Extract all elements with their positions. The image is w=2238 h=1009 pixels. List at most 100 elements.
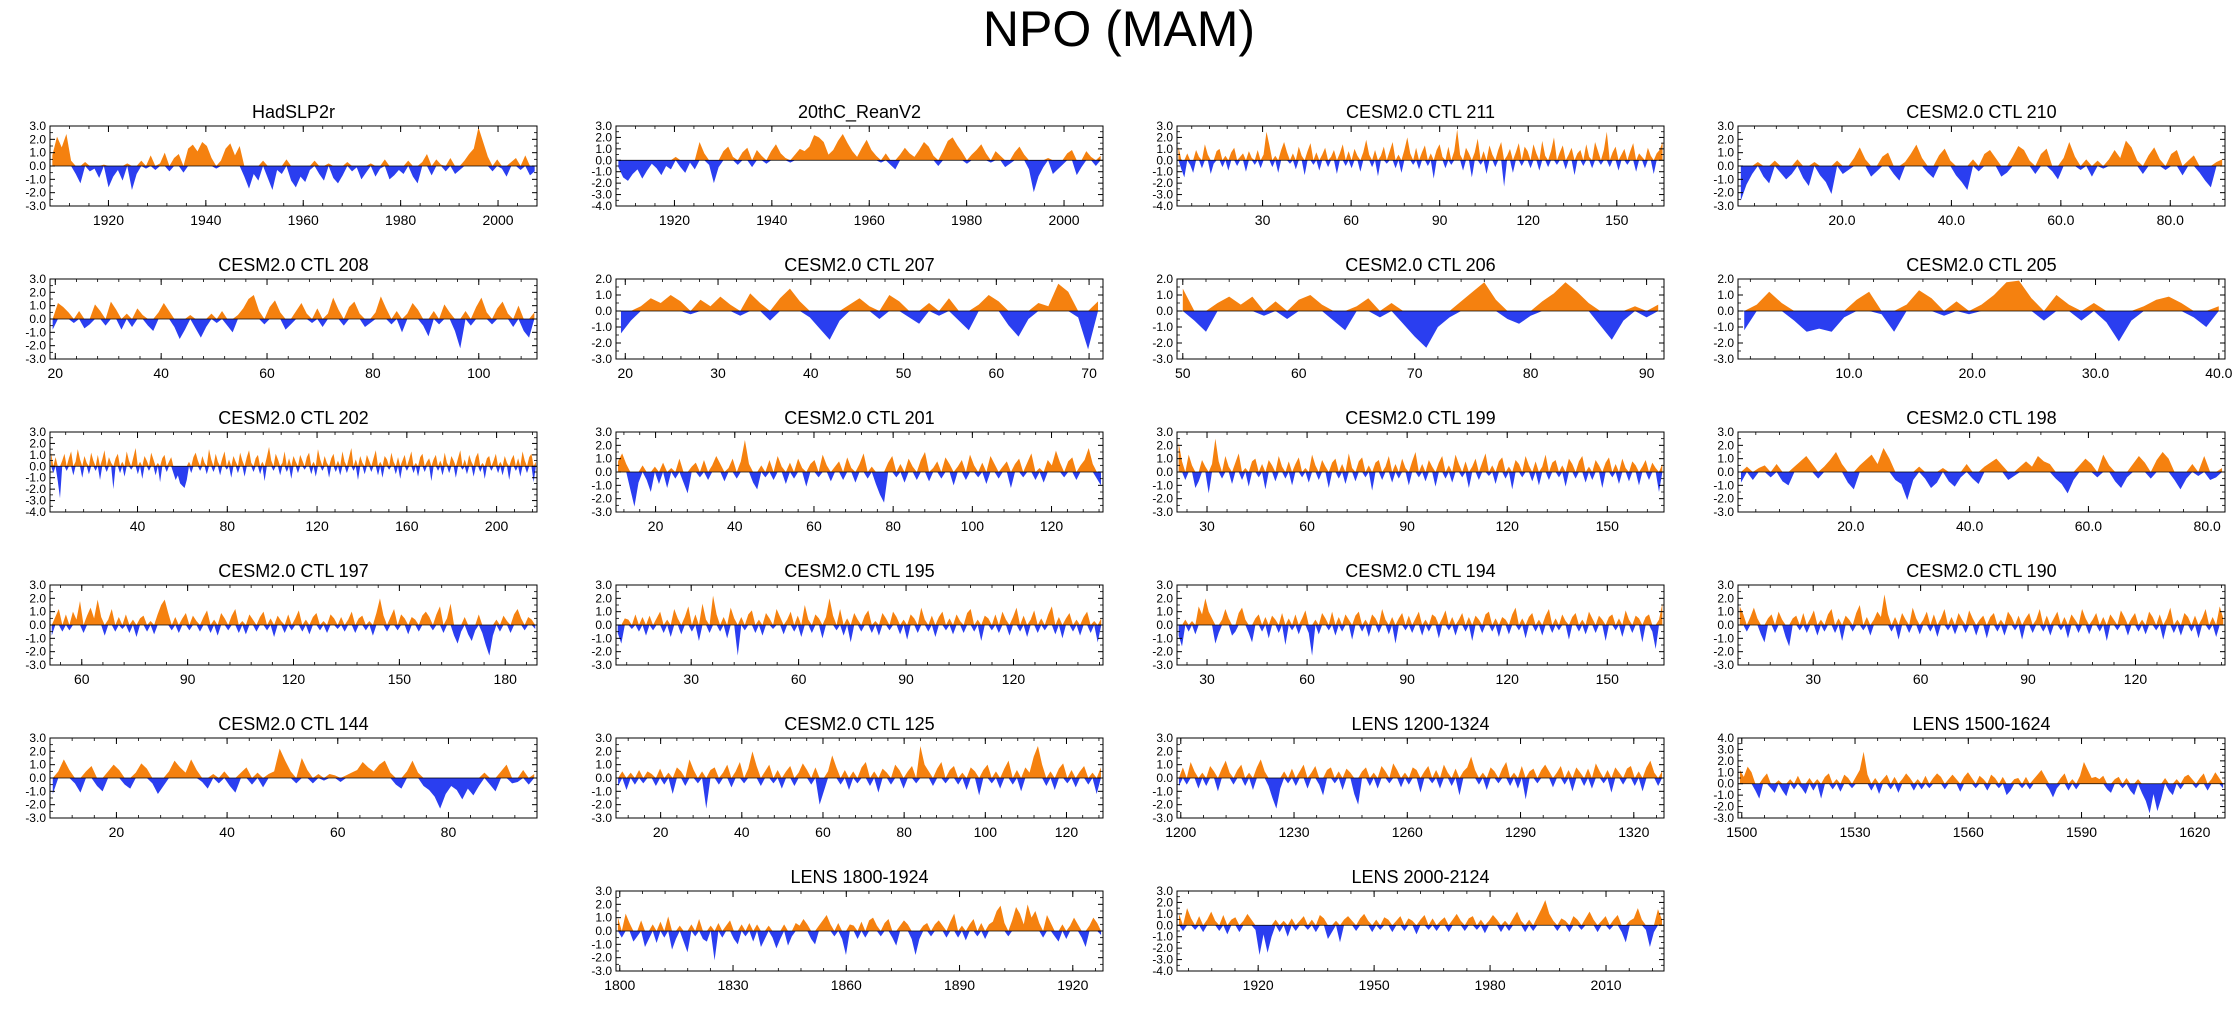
x-tick-label: 30 [1255, 212, 1271, 228]
x-tick-label: 1950 [1359, 977, 1390, 993]
x-tick-label: 120 [1496, 518, 1520, 534]
y-tick-label: -1.0 [591, 165, 612, 179]
y-tick-label: 2.0 [1717, 591, 1734, 605]
y-tick-label: 3.0 [1156, 731, 1173, 745]
y-tick-label: -3.0 [1713, 505, 1734, 519]
y-tick-label: -3.0 [25, 494, 46, 508]
x-tick-label: 120 [1040, 518, 1064, 534]
chart-panel: 20thC_ReanV2 3.02.01.00.0-1.0-2.0-3.0-4.0… [591, 102, 1104, 228]
x-tick-label: 1530 [1839, 824, 1870, 840]
y-tick-label: -3.0 [25, 811, 46, 825]
y-tick-label: 1.0 [1717, 288, 1734, 302]
x-tick-label: 60 [330, 824, 346, 840]
y-tick-label: 2.0 [29, 285, 46, 299]
positive-area [52, 127, 535, 166]
panel-title: LENS 1500-1624 [1912, 714, 2050, 734]
x-tick-label: 1940 [190, 212, 221, 228]
x-tick-label: 30 [683, 671, 699, 687]
panel-title: CESM2.0 CTL 206 [1345, 255, 1495, 275]
negative-area [1178, 160, 1663, 187]
x-tick-label: 100 [961, 518, 985, 534]
x-tick-label: 1920 [659, 212, 690, 228]
y-tick-label: -1.0 [1152, 478, 1173, 492]
x-tick-label: 20 [109, 824, 125, 840]
panel-title: CESM2.0 CTL 195 [784, 561, 934, 581]
x-tick-label: 60 [259, 365, 275, 381]
y-tick-label: -2.0 [591, 645, 612, 659]
positive-area [620, 283, 1099, 311]
y-tick-label: -4.0 [1152, 199, 1173, 213]
chart-panel: CESM2.0 CTL 201 3.02.01.00.0-1.0-2.0-3.0 2… [591, 408, 1104, 534]
positive-area [1182, 282, 1659, 311]
x-tick-label: 60 [74, 671, 90, 687]
y-tick-label: 3.0 [1156, 425, 1173, 439]
y-tick-label: -1.0 [1152, 631, 1173, 645]
y-tick-label: 0.0 [1717, 618, 1734, 632]
positive-area [1179, 900, 1662, 926]
y-tick-label: 2.0 [29, 591, 46, 605]
negative-area [1178, 625, 1663, 656]
y-tick-label: 1.0 [1717, 765, 1734, 779]
y-tick-label: 1.0 [29, 299, 46, 313]
y-tick-label: 1.0 [595, 911, 612, 925]
x-tick-label: 120 [2124, 671, 2148, 687]
y-tick-label: 2.0 [1717, 754, 1734, 768]
y-tick-label: -3.0 [1152, 505, 1173, 519]
x-tick-label: 20 [617, 365, 633, 381]
positive-area [1178, 756, 1663, 778]
x-tick-label: 2010 [1590, 977, 1621, 993]
x-tick-label: 90 [2020, 671, 2036, 687]
x-tick-label: 30 [710, 365, 726, 381]
panel-title: CESM2.0 CTL 202 [218, 408, 368, 428]
x-tick-label: 80 [441, 824, 457, 840]
x-tick-label: 30 [1805, 671, 1821, 687]
panel-title: CESM2.0 CTL 144 [218, 714, 368, 734]
y-tick-label: -1.0 [1152, 165, 1173, 179]
chart-panel: CESM2.0 CTL 210 3.02.01.00.0-1.0-2.0-3.0 2… [1713, 102, 2226, 228]
x-tick-label: 80.0 [2194, 518, 2221, 534]
x-tick-label: 80 [1523, 365, 1539, 381]
x-tick-label: 90 [1399, 671, 1415, 687]
x-tick-label: 40.0 [2205, 365, 2232, 381]
x-tick-label: 40 [130, 518, 146, 534]
y-tick-label: 0.0 [1156, 771, 1173, 785]
y-tick-label: 0.0 [595, 618, 612, 632]
x-tick-label: 60 [989, 365, 1005, 381]
x-tick-label: 20 [653, 824, 669, 840]
x-tick-label: 20.0 [1837, 518, 1864, 534]
x-tick-label: 90 [898, 671, 914, 687]
y-tick-label: 0.0 [1717, 777, 1734, 791]
x-tick-label: 40.0 [1956, 518, 1983, 534]
y-tick-label: 2.0 [1717, 272, 1734, 286]
panel-title: CESM2.0 CTL 190 [1906, 561, 2056, 581]
y-tick-label: 0.0 [1717, 465, 1734, 479]
x-tick-label: 150 [388, 671, 412, 687]
y-tick-label: -3.0 [25, 658, 46, 672]
y-tick-label: 0.0 [595, 924, 612, 938]
x-tick-label: 160 [395, 518, 419, 534]
chart-panel: LENS 1200-13243.02.01.00.0-1.0-2.0-3.012… [1152, 714, 1665, 840]
negative-area [1179, 925, 1662, 955]
y-tick-label: -1.0 [1713, 172, 1734, 186]
y-tick-label: 0.0 [595, 771, 612, 785]
negative-area [617, 625, 1102, 656]
y-tick-label: -3.0 [1152, 953, 1173, 967]
x-tick-label: 2000 [1048, 212, 1079, 228]
y-tick-label: 2.0 [595, 744, 612, 758]
y-tick-label: -3.0 [1713, 658, 1734, 672]
panel-title: CESM2.0 CTL 198 [1906, 408, 2056, 428]
y-tick-label: -2.0 [1152, 645, 1173, 659]
y-tick-label: 0.0 [1156, 465, 1173, 479]
y-tick-label: -2.0 [25, 798, 46, 812]
y-tick-label: -3.0 [1713, 811, 1734, 825]
x-tick-label: 120 [305, 518, 329, 534]
y-tick-label: 0.0 [595, 465, 612, 479]
y-tick-label: -3.0 [591, 505, 612, 519]
positive-area [1178, 129, 1663, 161]
y-tick-label: 1.0 [29, 146, 46, 160]
y-tick-label: -3.0 [591, 964, 612, 978]
x-tick-label: 1860 [831, 977, 862, 993]
y-tick-label: 1.0 [1156, 758, 1173, 772]
y-tick-label: 2.0 [29, 436, 46, 450]
